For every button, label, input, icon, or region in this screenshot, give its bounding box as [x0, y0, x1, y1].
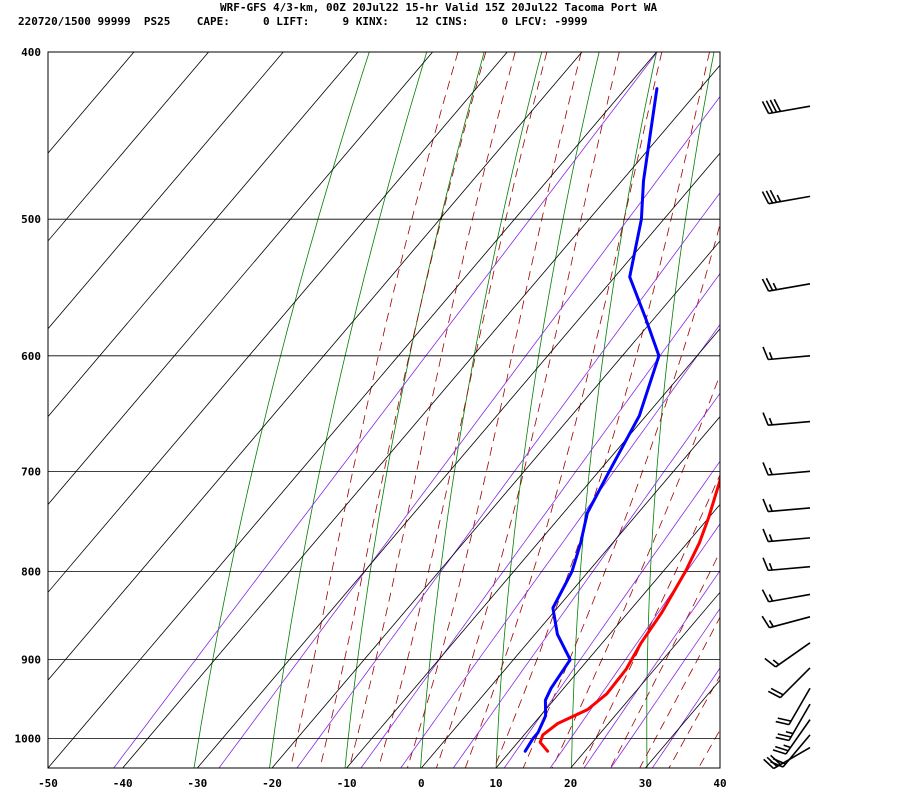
moist-adiabat [610, 551, 720, 768]
x-tick-label: 30 [639, 777, 652, 790]
dry-adiabat [344, 52, 485, 768]
isotherm [48, 52, 508, 593]
mixing-ratio-line [549, 523, 720, 768]
isotherm [271, 240, 720, 768]
moist-adiabat [580, 473, 720, 768]
dry-adiabat [193, 52, 370, 768]
moist-adiabat [698, 729, 720, 768]
isotherm [48, 52, 657, 768]
mixing-ratio-line [452, 392, 720, 768]
y-tick-label: 600 [21, 350, 41, 363]
x-tick-label: -20 [262, 777, 282, 790]
isotherm [48, 52, 359, 418]
wind-barb [772, 719, 811, 755]
moist-adiabat [522, 222, 720, 768]
wind-barb [762, 412, 811, 427]
dry-adiabat [719, 576, 720, 701]
wind-barb [775, 687, 811, 726]
wind-barb [762, 528, 811, 543]
y-tick-label: 1000 [15, 733, 42, 746]
mixing-ratio-line [113, 52, 658, 768]
moist-adiabat [290, 52, 459, 768]
x-tick-labels: -50 -40 -30 -20 -10 0 10 20 30 40 [38, 777, 727, 790]
isotherm [570, 591, 720, 768]
moist-adiabat [407, 52, 582, 768]
wind-barb [764, 642, 811, 668]
wind-barb [761, 615, 811, 629]
mixing-ratio-line [610, 607, 720, 768]
isotherm [495, 503, 720, 768]
wind-barb [762, 346, 811, 361]
x-tick-label: 40 [713, 777, 726, 790]
isotherm [48, 52, 433, 506]
dry-adiabat [495, 52, 600, 768]
wind-barb [762, 498, 811, 513]
dry-adiabat [859, 52, 886, 768]
dry-adiabat [791, 52, 829, 768]
isotherm [122, 64, 720, 768]
wind-barb [761, 277, 811, 292]
isotherm [719, 767, 720, 768]
y-tick-label: 700 [21, 465, 41, 478]
temperature-profile [538, 475, 720, 753]
y-tick-label: 500 [21, 213, 41, 226]
chart-title: WRF-GFS 4/3-km, 00Z 20Jul22 15-hr Valid … [220, 1, 658, 14]
sounding-parameters: 220720/1500 99999 PS25 CAPE: 0 LIFT: 9 K… [18, 15, 588, 28]
moist-adiabat [493, 52, 710, 768]
mixing-ratio-line [296, 192, 720, 768]
wind-barb [762, 557, 811, 572]
isotherm [645, 679, 720, 768]
moist-adiabat [551, 373, 720, 768]
wind-barb [767, 667, 811, 699]
isotherm [48, 52, 583, 681]
x-tick-label: 10 [489, 777, 502, 790]
mixing-ratio-line [651, 667, 720, 768]
wind-barb [761, 589, 811, 603]
dry-adiabat [269, 52, 428, 768]
mixing-ratio-line [400, 323, 720, 768]
moist-adiabat [639, 616, 720, 768]
wind-barb [762, 462, 811, 476]
x-tick-label: -50 [38, 777, 58, 790]
dry-adiabat [646, 52, 715, 768]
moist-adiabat [319, 52, 487, 768]
isotherm [346, 328, 720, 768]
background-lines [113, 52, 900, 768]
moist-adiabat [728, 52, 900, 768]
x-tick-label: -10 [337, 777, 357, 790]
isotherm [48, 52, 284, 330]
wind-barb [775, 703, 811, 742]
isotherm [48, 52, 135, 154]
isotherm [421, 416, 720, 768]
wind-barb [770, 734, 811, 768]
wind-barb [761, 98, 811, 115]
profiles [523, 87, 720, 753]
wind-barb [761, 189, 811, 205]
dry-adiabat [420, 52, 543, 768]
y-tick-labels: 400 500 600 700 800 900 1000 [15, 46, 42, 746]
isotherm [48, 52, 209, 242]
dry-adiabat [571, 52, 657, 768]
plot-frame [47, 51, 721, 769]
x-tick-label: -30 [187, 777, 207, 790]
mixing-ratio-line [218, 95, 720, 768]
grid [48, 51, 720, 768]
x-tick-label: -40 [113, 777, 133, 790]
y-tick-label: 400 [21, 46, 41, 59]
y-tick-label: 800 [21, 565, 41, 578]
mixing-ratio-line [360, 272, 720, 768]
moist-adiabat [348, 52, 516, 768]
x-tick-label: 0 [418, 777, 425, 790]
moist-adiabat [464, 52, 663, 768]
isotherm [197, 152, 720, 768]
x-tick-label: 20 [564, 777, 577, 790]
moist-adiabat [436, 52, 620, 768]
mixing-ratio-line [503, 460, 720, 768]
y-tick-label: 900 [21, 654, 41, 667]
moist-adiabat [378, 52, 548, 768]
wind-barbs [761, 98, 811, 770]
dewpoint-profile [523, 87, 661, 753]
